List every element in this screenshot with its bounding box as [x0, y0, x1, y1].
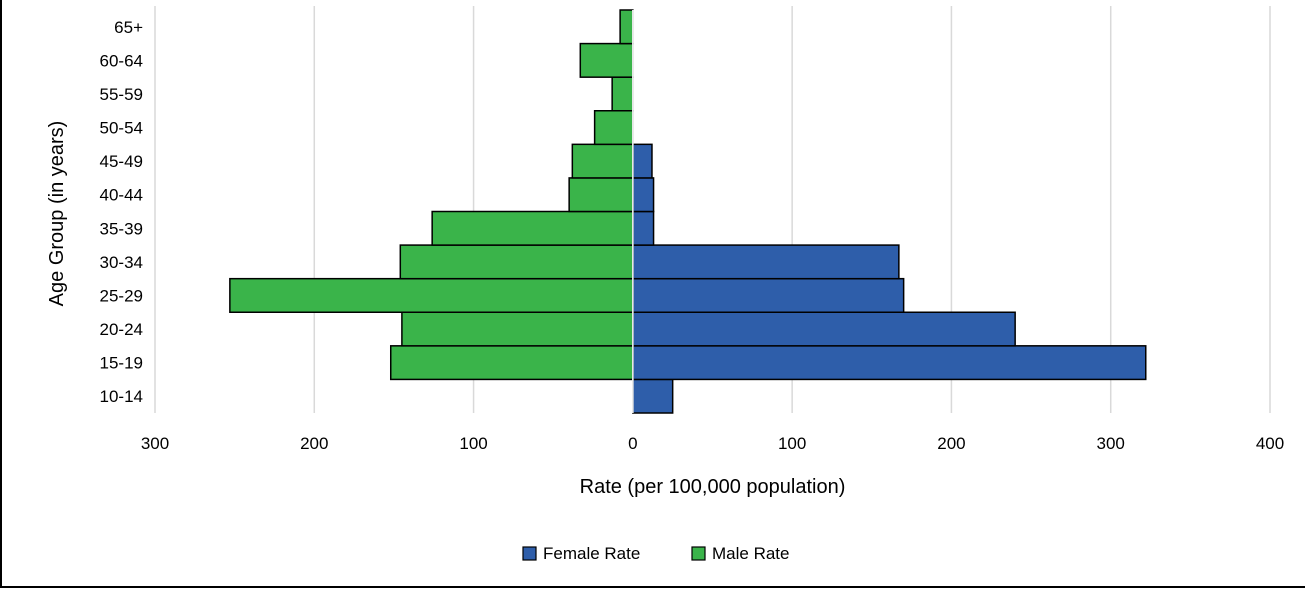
- x-tick-label: 200: [300, 434, 328, 453]
- female-bar-15-19: [632, 345, 1147, 381]
- y-tick-label: 45-49: [100, 152, 143, 171]
- male-bar-45-49: [571, 143, 634, 179]
- y-tick-label: 65+: [114, 18, 143, 37]
- female-bar-10-14: [632, 378, 674, 414]
- y-tick-label: 20-24: [100, 320, 143, 339]
- male-bar-50-54: [593, 110, 634, 146]
- y-tick-label: 35-39: [100, 219, 143, 238]
- x-tick-label: 0: [628, 434, 637, 453]
- y-tick-label: 15-19: [100, 354, 143, 373]
- x-tick-labels: 300 200 100 0 100 200 300 400: [141, 434, 1284, 453]
- male-bar-60-64: [579, 42, 634, 78]
- y-tick-label: 40-44: [100, 186, 143, 205]
- y-axis-title: Age Group (in years): [46, 121, 68, 307]
- male-bar-20-24: [401, 311, 634, 347]
- y-tick-label: 55-59: [100, 85, 143, 104]
- female-bar-40-44: [632, 177, 655, 213]
- y-tick-labels: 10-14 15-19 20-24 25-29 30-34 35-39 40-44 45-49…: [100, 18, 144, 406]
- legend-label-female: Female Rate: [543, 544, 640, 563]
- y-tick-label: 60-64: [100, 51, 143, 70]
- x-axis-title: Rate (per 100,000 population): [580, 476, 846, 498]
- y-tick-label: 10-14: [100, 387, 143, 406]
- y-tick-label: 50-54: [100, 119, 143, 138]
- male-bar-25-29: [229, 277, 634, 313]
- female-bar-30-34: [632, 244, 900, 280]
- x-tick-label: 300: [1097, 434, 1125, 453]
- x-tick-label: 100: [459, 434, 487, 453]
- legend-swatch-female: [522, 546, 537, 561]
- bars: [229, 9, 1147, 414]
- male-bar-15-19: [389, 345, 634, 381]
- male-bar-65+: [619, 9, 634, 45]
- male-bar-35-39: [431, 210, 634, 246]
- x-tick-label: 400: [1256, 434, 1284, 453]
- y-tick-label: 30-34: [100, 253, 143, 272]
- male-bar-55-59: [611, 76, 634, 112]
- male-bar-30-34: [399, 244, 634, 280]
- female-bar-20-24: [632, 311, 1016, 347]
- x-tick-label: 200: [937, 434, 965, 453]
- legend-label-male: Male Rate: [712, 544, 789, 563]
- male-bar-40-44: [568, 177, 634, 213]
- x-tick-label: 300: [141, 434, 169, 453]
- x-tick-label: 100: [778, 434, 806, 453]
- legend: Female Rate Male Rate: [522, 544, 789, 563]
- female-bar-45-49: [632, 143, 653, 179]
- legend-swatch-male: [691, 546, 706, 561]
- female-bar-25-29: [632, 277, 905, 313]
- female-bar-35-39: [632, 210, 655, 246]
- y-tick-label: 25-29: [100, 286, 143, 305]
